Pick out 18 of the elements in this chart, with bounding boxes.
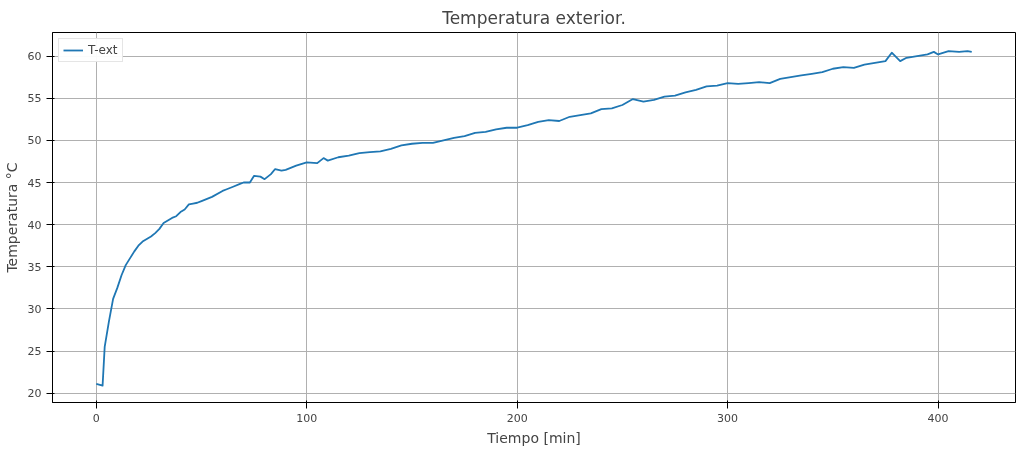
chart-title: Temperatura exterior. [441,7,626,28]
x-tick-label: 100 [296,411,318,425]
y-tick-label: 30 [27,302,42,316]
y-tick-label: 20 [27,387,42,401]
x-tick-label: 0 [92,411,100,425]
x-tick-label: 400 [927,411,949,425]
y-tick-label: 35 [27,260,42,274]
y-tick-label: 45 [27,176,42,190]
legend-label: T-ext [88,43,118,57]
x-tick-label: 200 [506,411,528,425]
y-tick-label: 25 [27,345,42,359]
y-tick-label: 60 [27,50,42,64]
x-axis-title: Tiempo [min] [486,429,581,446]
y-tick-label: 55 [27,92,42,106]
y-tick-label: 40 [27,218,42,232]
y-tick-label: 50 [27,134,42,148]
y-axis-title: Temperatura °C [3,162,20,274]
x-tick-label: 300 [717,411,739,425]
